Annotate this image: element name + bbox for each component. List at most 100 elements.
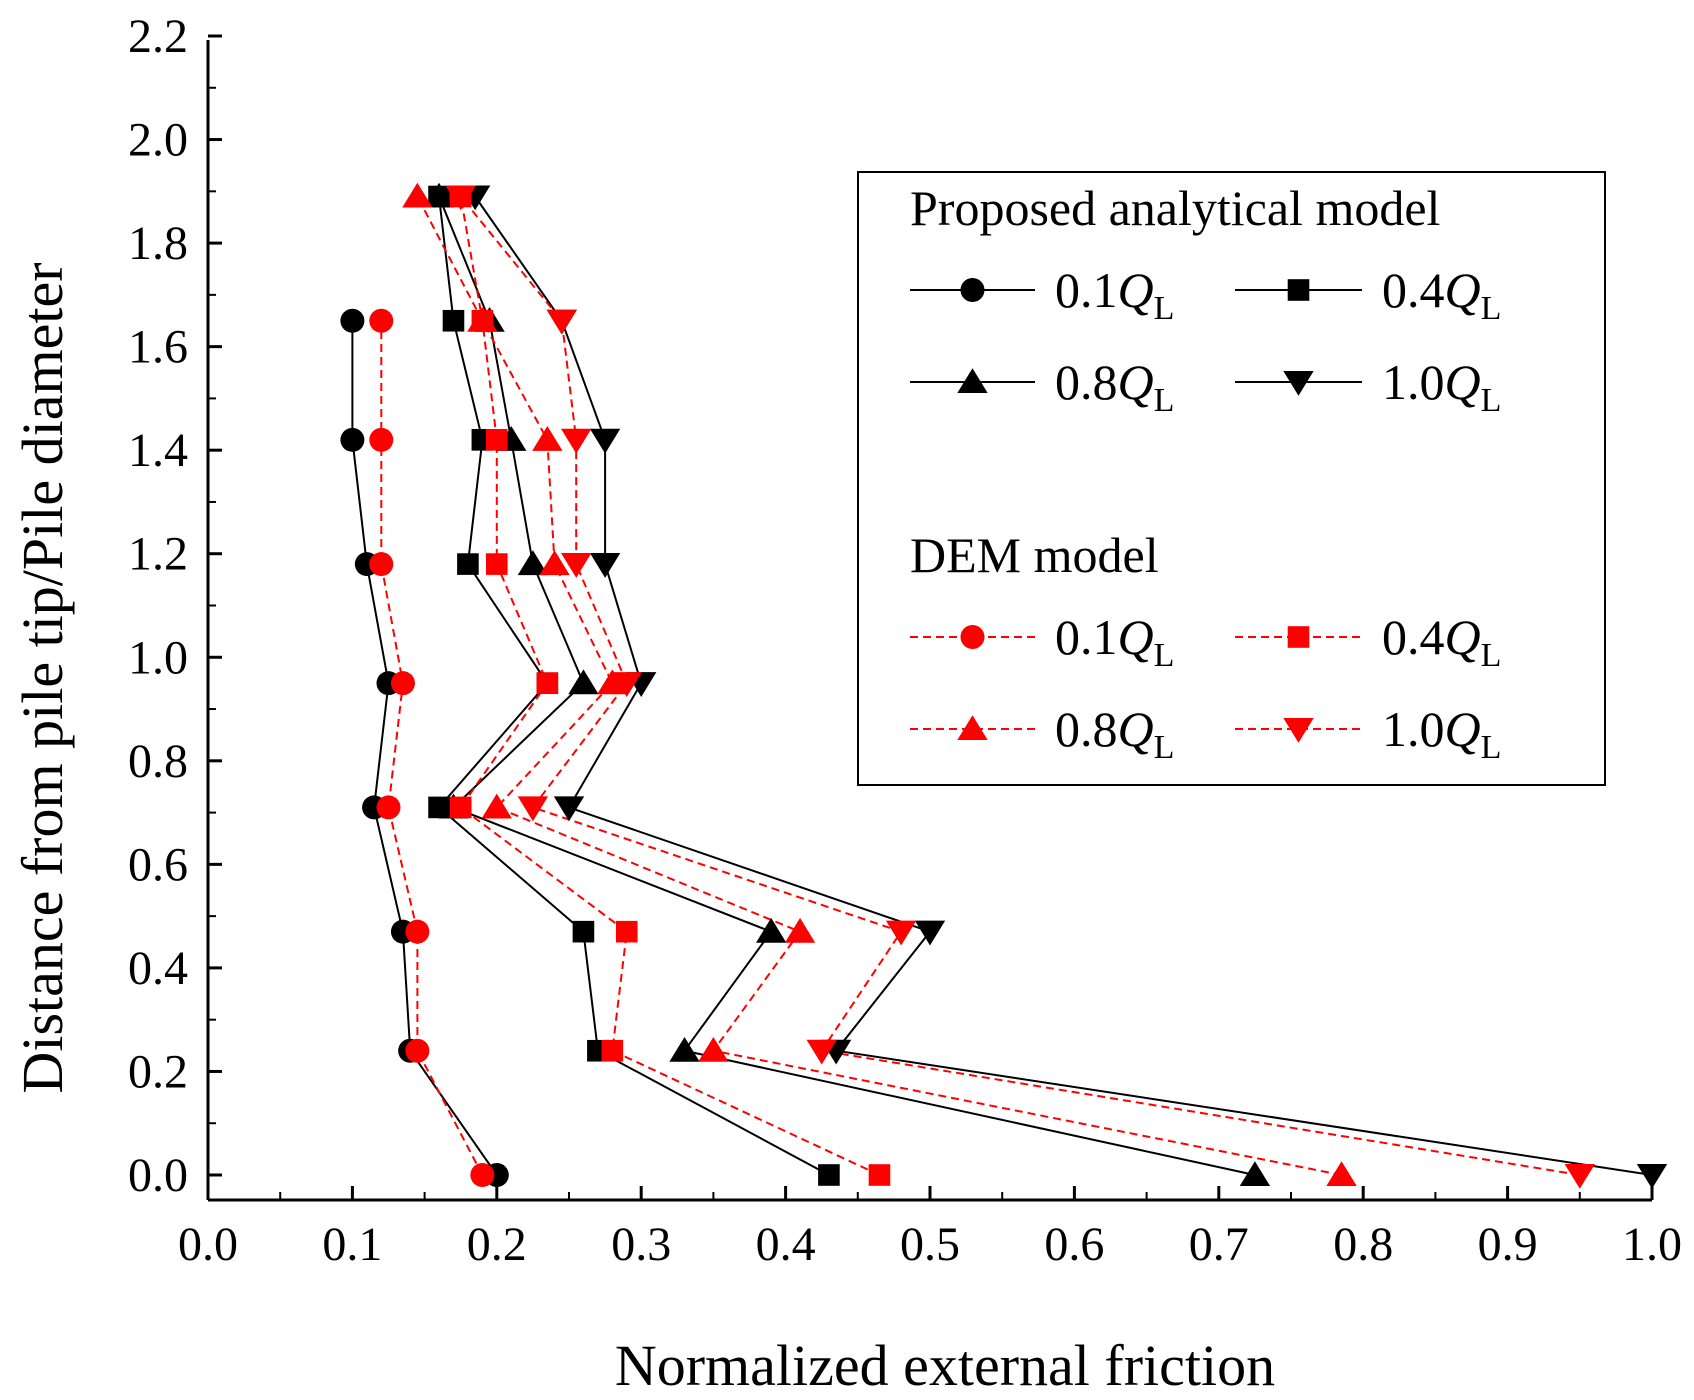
data-point-triangle-down (445, 185, 476, 211)
data-point-triangle-up (539, 550, 570, 576)
series-a04-markers (428, 185, 840, 1186)
series-layer (340, 182, 1668, 1189)
x-tick-label: 0.2 (467, 1218, 527, 1271)
data-point-triangle-up (467, 306, 498, 332)
data-point-triangle-up (481, 793, 512, 819)
data-point-triangle-up (532, 426, 563, 451)
data-point-triangle-down (517, 796, 549, 822)
data-point-circle (405, 919, 430, 944)
series-line (416, 196, 1342, 1176)
data-point-triangle-down (561, 428, 592, 454)
series-d08-line (416, 196, 1342, 1176)
y-tick-label: 0.0 (128, 1149, 188, 1202)
legend-label-a01: 0.1QL (1055, 262, 1174, 327)
series-d08-markers (402, 182, 1357, 1187)
legend-heading: DEM model (910, 527, 1159, 583)
data-point-circle (390, 671, 415, 696)
data-point-triangle-up (402, 182, 433, 208)
legend-marker-a10 (1283, 370, 1314, 396)
data-point-triangle-up (1239, 1161, 1271, 1187)
data-point-triangle-down (553, 796, 585, 822)
series-d10-markers (445, 185, 1595, 1189)
x-tick-label: 0.8 (1333, 1218, 1393, 1271)
legend-heading: Proposed analytical model (910, 180, 1440, 236)
legend-label-a10: 1.0QL (1382, 354, 1501, 419)
legend-label-d08: 0.8QL (1055, 701, 1174, 766)
data-point-circle (369, 552, 394, 577)
data-point-circle (340, 308, 365, 333)
data-point-triangle-up (517, 550, 549, 576)
data-point-triangle-down (611, 672, 642, 697)
data-point-triangle-up (1326, 1161, 1357, 1187)
y-axis-title: Distance from pile tip/Pile diameter (10, 262, 75, 1093)
data-point-triangle-down (1636, 1163, 1668, 1189)
x-tick-label: 1.0 (1622, 1218, 1682, 1271)
series-a01-line (351, 320, 498, 1176)
data-point-square (442, 309, 465, 332)
series-line (380, 320, 484, 1176)
data-point-triangle-down (885, 920, 917, 946)
legend-label-d04: 0.4QL (1382, 609, 1501, 674)
y-tick-label: 1.4 (128, 424, 188, 477)
y-tick-label: 0.4 (128, 942, 188, 995)
x-axis-title: Normalized external friction (615, 1333, 1275, 1398)
data-point-triangle-up (423, 182, 455, 208)
legend-label-a08: 0.8QL (1055, 354, 1174, 419)
data-point-square (572, 920, 595, 943)
x-tick-label: 0.4 (756, 1218, 816, 1271)
legend-marker-a01 (960, 278, 985, 302)
data-point-circle (369, 427, 394, 452)
legend: Proposed analytical model 0.1QL 0.4QL 0.8QL… (857, 171, 1606, 786)
data-point-triangle-up (784, 917, 816, 943)
series-line (351, 320, 498, 1176)
data-point-circle (340, 427, 365, 452)
data-point-circle (470, 1163, 495, 1187)
data-point-triangle-up (568, 669, 599, 695)
legend-marker-d01 (960, 625, 985, 649)
x-tick-label: 0.7 (1189, 1218, 1249, 1271)
data-point-square (868, 1164, 891, 1186)
legend-label-a04: 0.4QL (1382, 262, 1501, 327)
data-point-triangle-up (669, 1036, 700, 1062)
y-tick-label: 2.2 (128, 10, 188, 63)
y-tick-label: 0.8 (128, 735, 188, 788)
x-tick-label: 0.9 (1478, 1218, 1538, 1271)
data-point-square (457, 553, 479, 575)
x-tick-label: 0.5 (900, 1218, 960, 1271)
axes: 0.0 0.1 0.2 0.3 0.4 0.5 0.6 0.7 0.8 0.9 1.0 0.0 0.2 0… (128, 10, 1682, 1271)
legend-marker-d10 (1283, 717, 1314, 743)
x-tick-label: 0.0 (178, 1218, 238, 1271)
series-d01-line (380, 320, 484, 1176)
data-point-circle (369, 308, 394, 333)
legend-box (857, 171, 1606, 786)
y-tick-label: 1.2 (128, 528, 188, 581)
data-point-square (486, 429, 508, 451)
y-tick-label: 1.6 (128, 321, 188, 374)
data-point-square (536, 672, 559, 694)
legend-marker-d04 (1287, 626, 1310, 648)
legend-label-d10: 1.0QL (1382, 701, 1501, 766)
data-point-triangle-up (698, 1036, 729, 1062)
data-point-square (449, 796, 472, 819)
x-tick-label: 0.3 (611, 1218, 671, 1271)
x-tick-label: 0.1 (322, 1218, 382, 1271)
data-point-triangle-down (914, 920, 946, 946)
y-tick-label: 1.8 (128, 217, 188, 270)
data-point-triangle-up (755, 917, 787, 943)
data-point-square (601, 1039, 624, 1062)
y-tick-label: 0.2 (128, 1045, 188, 1098)
data-point-triangle-up (597, 669, 628, 695)
x-tick-label: 0.6 (1044, 1218, 1104, 1271)
y-tick-label: 1.0 (128, 631, 188, 684)
y-tick-label: 2.0 (128, 114, 188, 167)
data-point-triangle-down (589, 428, 621, 454)
legend-marker-a04 (1287, 279, 1310, 301)
legend-marker-d08 (957, 715, 988, 741)
data-point-square (615, 920, 638, 943)
data-point-triangle-down (546, 309, 577, 335)
data-point-square (486, 553, 508, 575)
legend-label-d01: 0.1QL (1055, 609, 1174, 674)
data-point-circle (405, 1038, 430, 1063)
legend-marker-a08 (957, 368, 988, 394)
